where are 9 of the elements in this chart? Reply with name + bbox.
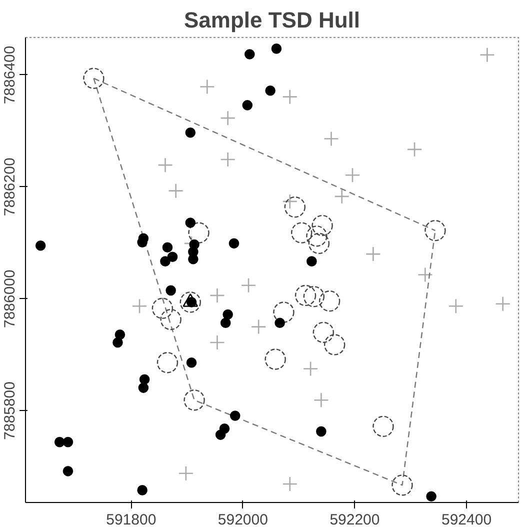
y-tick-label: 7886200 <box>2 158 18 216</box>
x-tick-label: 592000 <box>218 512 268 527</box>
x-tick-label: 592200 <box>330 512 380 527</box>
x-tick-label: 592400 <box>441 512 492 527</box>
y-tick-label: 7885800 <box>2 382 18 440</box>
chart-title: Sample TSD Hull <box>184 8 360 32</box>
y-tick-label: 7886400 <box>2 46 18 104</box>
y-tick-label: 7886000 <box>2 270 18 328</box>
x-tick-label: 591800 <box>106 512 156 527</box>
